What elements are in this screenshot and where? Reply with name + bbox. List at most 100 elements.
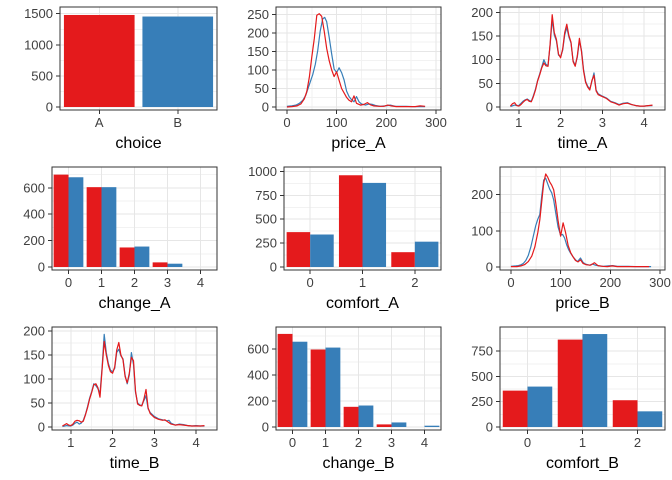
comfort_A-xtick-label: 1	[359, 275, 366, 290]
comfort_A-blue-bar-0	[310, 234, 334, 267]
choice-ytick-label: 0	[46, 100, 53, 115]
time_B-xtick-label: 1	[67, 435, 74, 450]
comfort_B-red-bar-2	[612, 400, 638, 427]
time_A-axis-title: time_A	[558, 135, 608, 152]
change_B-xtick-label: 2	[355, 435, 362, 450]
price_A-red-line	[286, 13, 426, 108]
change_A-red-bar-1	[86, 187, 102, 267]
price_A-ytick-label: 100	[247, 62, 269, 77]
change_A-xtick-label: 2	[131, 275, 138, 290]
change_B-xtick-label: 3	[388, 435, 395, 450]
comfort_A-red-bar-2	[391, 252, 415, 267]
comfort_A-axis-title: comfort_A	[326, 295, 399, 312]
time_A-red-line	[509, 14, 653, 107]
change_B-red-bar-2	[343, 406, 359, 427]
time_A-xtick-label: 2	[557, 115, 564, 130]
panel-comfort-b: 0 250 500 750 0 1 2 comfort_B	[448, 320, 672, 480]
panel-time-b: 0 50 100 150 200 1 2 3 4 time_B	[0, 320, 224, 480]
time_B-red-line	[62, 340, 205, 427]
time_A-xtick-label: 3	[599, 115, 606, 130]
change_A-blue-bar-2	[134, 246, 150, 267]
time_A-xtick-label: 1	[515, 115, 522, 130]
choice-axis-title: choice	[115, 135, 161, 152]
choice-ytick-label: 1500	[24, 6, 53, 21]
price_B-chart: 0 100 200 0 100 200 300 price_B	[471, 166, 671, 312]
time_B-xtick-label: 4	[192, 435, 199, 450]
change_A-ytick-label: 0	[38, 260, 45, 275]
price_A-xtick-label: 0	[283, 115, 290, 130]
comfort_B-xtick-label: 2	[634, 435, 641, 450]
price_B-xtick-label: 200	[599, 275, 621, 290]
change_A-blue-bar-0	[68, 177, 84, 267]
comfort_A-ytick-label: 250	[255, 236, 277, 251]
panel-comfort-a: 0 250 500 750 1000 0 1 2 comfort_A	[224, 160, 448, 320]
change_A-xtick-label: 4	[197, 275, 204, 290]
comfort_B-red-bar-1	[557, 339, 583, 427]
time_B-xtick-label: 3	[151, 435, 158, 450]
time_A-ytick-label: 0	[486, 100, 493, 115]
change_B-ytick-label: 600	[247, 341, 269, 356]
panel-time-a: 0 50 100 150 200 1 2 3 4 time_A	[448, 0, 672, 160]
panel-change-b: 0 200 400 600 0 1 2 3 4 change_B	[224, 320, 448, 480]
panel-price-b: 0 100 200 0 100 200 300 price_B	[448, 160, 672, 320]
comfort_B-ytick-label: 500	[471, 369, 493, 384]
time_B-ytick-label: 0	[38, 420, 45, 435]
change_A-red-bar-0	[53, 174, 69, 267]
comfort_A-red-bar-0	[286, 232, 311, 267]
change_B-blue-bar-3	[391, 422, 407, 427]
choice-ytick-label: 500	[31, 68, 53, 83]
price_B-ytick-label: 200	[471, 187, 493, 202]
change_B-red-bar-0	[277, 333, 293, 427]
price_A-chart: 0 50 100 150 200 250 0 100 200 300 price_A	[247, 6, 447, 152]
price_A-ytick-label: 50	[255, 81, 269, 96]
comfort_A-xtick-label: 0	[307, 275, 314, 290]
comfort_B-blue-bar-0	[527, 386, 553, 427]
change_B-blue-bar-0	[292, 341, 308, 427]
time_A-ytick-label: 100	[471, 52, 493, 67]
change_B-ytick-label: 400	[247, 367, 269, 382]
comfort_B-red-bar-0	[502, 390, 528, 427]
choice-ytick-label: 1000	[24, 37, 53, 52]
price_B-ytick-label: 100	[471, 223, 493, 238]
time_A-ytick-label: 50	[479, 76, 493, 91]
choice-bar-B	[142, 16, 214, 107]
change_A-chart: 0 200 400 600 0 1 2 3 4 change_A	[23, 166, 218, 312]
change_A-blue-bar-3	[167, 263, 183, 267]
price_B-red-line	[510, 173, 650, 268]
comfort_B-blue-bar-2	[637, 411, 663, 427]
comfort_B-chart: 0 250 500 750 0 1 2 comfort_B	[471, 326, 666, 472]
price_A-ytick-label: 200	[247, 25, 269, 40]
price_A-ytick-label: 150	[247, 44, 269, 59]
comfort_A-red-bar-1	[338, 175, 363, 267]
comfort_A-ytick-label: 750	[255, 188, 277, 203]
choice-xtick-label: B	[173, 115, 182, 130]
price_A-xtick-label: 100	[326, 115, 348, 130]
change_A-red-bar-2	[119, 247, 135, 267]
comfort_B-blue-bar-1	[582, 334, 608, 427]
time_A-chart: 0 50 100 150 200 1 2 3 4 time_A	[471, 5, 666, 152]
price_B-ytick-label: 0	[486, 260, 493, 275]
change_A-ytick-label: 400	[23, 207, 45, 222]
price_A-xtick-label: 200	[375, 115, 397, 130]
comfort_A-xtick-label: 2	[411, 275, 418, 290]
time_B-ytick-label: 200	[23, 323, 45, 338]
time_B-ytick-label: 150	[23, 347, 45, 362]
change_B-blue-bar-1	[325, 347, 341, 427]
change_A-ytick-label: 200	[23, 233, 45, 248]
change_B-xtick-label: 4	[421, 435, 428, 450]
comfort_B-xtick-label: 0	[524, 435, 531, 450]
comfort_A-ytick-label: 1000	[248, 164, 277, 179]
choice-bar-A	[63, 14, 135, 108]
comfort_B-xtick-label: 1	[579, 435, 586, 450]
panel-change-a: 0 200 400 600 0 1 2 3 4 change_A	[0, 160, 224, 320]
time_B-axis-title: time_B	[110, 455, 160, 472]
change_A-red-bar-3	[152, 262, 168, 267]
change_B-xtick-label: 0	[289, 435, 296, 450]
time_B-ytick-label: 50	[31, 395, 45, 410]
change_A-axis-title: change_A	[98, 295, 170, 312]
price_A-ytick-label: 250	[247, 7, 269, 22]
comfort_B-ytick-label: 250	[471, 394, 493, 409]
